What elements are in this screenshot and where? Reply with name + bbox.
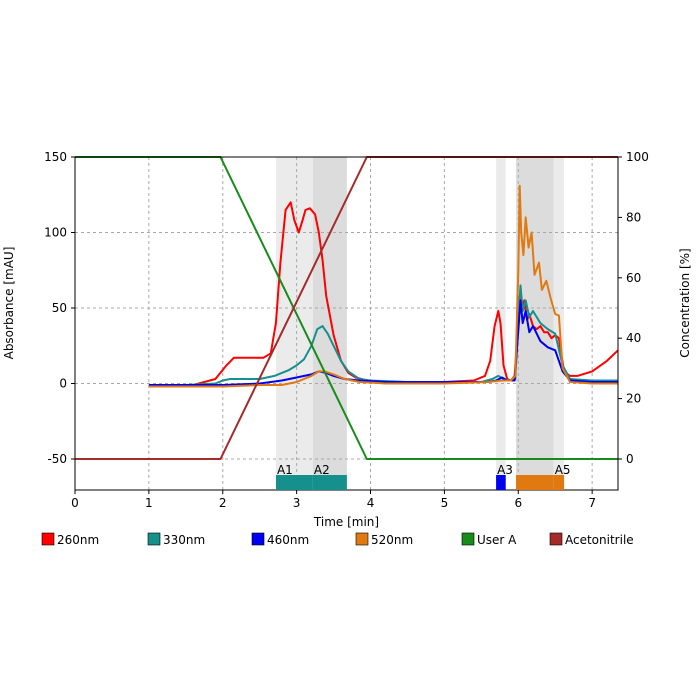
legend-label: 330nm <box>163 533 205 547</box>
fraction-bar <box>312 475 347 490</box>
highlight-region <box>516 157 554 490</box>
legend-swatch <box>355 532 369 546</box>
x-tick-label: 5 <box>441 496 449 510</box>
fraction-label: A2 <box>314 463 330 477</box>
y-right-tick-label: 40 <box>626 331 641 345</box>
legend-label: Acetonitrile <box>565 533 634 547</box>
legend-swatch <box>251 532 265 546</box>
highlight-region <box>275 157 313 490</box>
y-right-tick-label: 100 <box>626 150 649 164</box>
series-line-260nm <box>148 201 619 388</box>
y-axis-right-title: Concentration [%] <box>678 248 692 357</box>
legend-label: 260nm <box>57 533 99 547</box>
legend-swatch <box>461 532 475 546</box>
series-line-460nm <box>148 299 618 386</box>
fraction-label: A1 <box>277 463 293 477</box>
legend: 260nm 330nm 460nm 520nm User A Acetonitrile <box>41 532 634 547</box>
fraction-bar <box>516 475 554 490</box>
y-right-tick-label: 80 <box>626 210 641 224</box>
y-left-tick-label: 150 <box>44 150 67 164</box>
x-axis-title: Time [min] <box>313 515 379 529</box>
y-left-tick-label: 50 <box>52 301 67 315</box>
x-tick-label: 4 <box>367 496 375 510</box>
fraction-bar <box>496 475 506 490</box>
y-right-tick-label: 0 <box>626 452 634 466</box>
axes: 0 1 2 3 4 5 6 7 -50 0 50 100 150 0 20 40 60 80 100 <box>44 150 649 510</box>
y-right-tick-label: 60 <box>626 271 641 285</box>
x-tick-label: 7 <box>588 496 596 510</box>
x-tick-label: 6 <box>514 496 522 510</box>
series-line-520nm <box>148 184 618 388</box>
legend-swatch <box>549 532 563 546</box>
x-tick-label: 1 <box>145 496 153 510</box>
fraction-bar <box>553 475 565 490</box>
y-left-tick-label: 100 <box>44 226 67 240</box>
legend-label: User A <box>477 533 517 547</box>
fraction-bar <box>275 475 313 490</box>
fraction-label: A3 <box>497 463 513 477</box>
y-left-tick-label: 0 <box>59 377 67 391</box>
x-tick-label: 3 <box>293 496 301 510</box>
y-axis-left-title: Absorbance [mAU] <box>2 247 16 360</box>
legend-swatch <box>147 532 161 546</box>
fraction-label: A5 <box>555 463 571 477</box>
highlight-region <box>312 157 347 490</box>
x-tick-label: 0 <box>71 496 79 510</box>
legend-swatch <box>41 532 55 546</box>
y-right-tick-label: 20 <box>626 392 641 406</box>
legend-label: 460nm <box>267 533 309 547</box>
y-left-tick-label: -50 <box>47 452 67 466</box>
x-tick-label: 2 <box>219 496 227 510</box>
fraction-bars: A1 A2 A3 A5 <box>275 463 571 490</box>
legend-label: 520nm <box>371 533 413 547</box>
